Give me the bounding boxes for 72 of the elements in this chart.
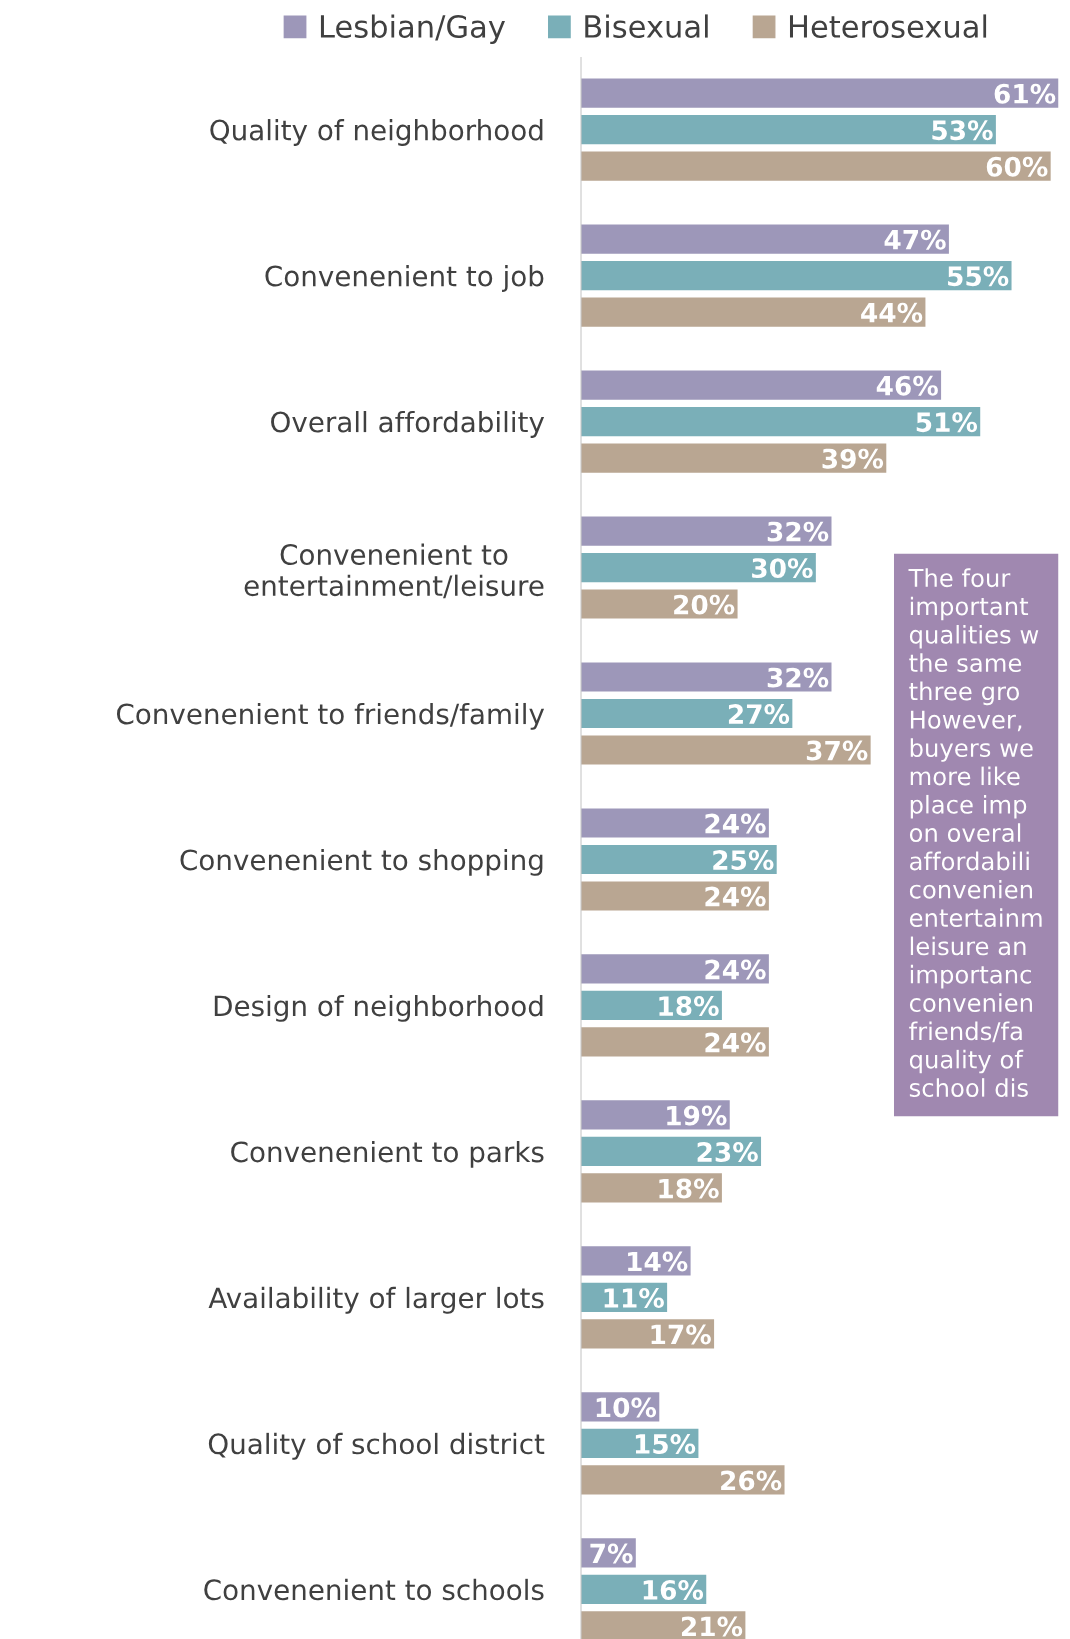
data-label: 46% (876, 375, 938, 396)
bar (581, 735, 871, 765)
data-label: 30% (752, 558, 813, 579)
data-label: 55% (948, 266, 1009, 287)
bar (581, 1611, 746, 1639)
data-label: 14% (628, 1251, 688, 1272)
data-label: 32% (767, 667, 829, 688)
data-label: 18% (659, 996, 719, 1017)
y-tick-label: Convenenient to entertainment/leisure (244, 543, 544, 599)
data-label: 51% (916, 412, 978, 433)
bar (581, 1465, 785, 1495)
bar (581, 406, 981, 437)
data-label: 20% (674, 594, 735, 615)
bar (581, 115, 996, 145)
data-label: 25% (713, 850, 774, 871)
legend-label: Lesbian/Gay (320, 14, 505, 44)
data-label: 17% (651, 1324, 711, 1345)
data-label: 24% (705, 813, 766, 834)
data-label: 27% (728, 704, 790, 725)
data-label: 61% (994, 83, 1056, 104)
y-tick-label: Quality of school district (208, 1432, 545, 1460)
bar (581, 552, 816, 583)
bar (581, 297, 926, 327)
data-label: 10% (596, 1397, 657, 1418)
y-tick-label: Overall affordability (271, 411, 545, 438)
bar (581, 1027, 769, 1057)
data-label: 16% (643, 1579, 704, 1600)
bar (581, 881, 769, 911)
bar (581, 1100, 730, 1130)
data-label: 32% (767, 521, 829, 542)
bar (581, 589, 738, 619)
y-tick-label: Convenenient to friends/family (116, 702, 545, 730)
bar (581, 78, 1059, 108)
bar (581, 224, 949, 254)
bar (581, 1319, 715, 1349)
legend-label: Bisexual (585, 14, 708, 39)
data-label: 39% (822, 448, 884, 469)
data-label: 37% (806, 740, 868, 761)
data-label: 24% (705, 959, 766, 980)
data-label: 24% (705, 886, 766, 907)
text: The four important qualities w the same three gro However, buyers we more like place imp on overal affordabili convenien entertainm leisure an importanc convenien friends/fa quality of school dis (908, 568, 1042, 1097)
data-label: 23% (697, 1142, 758, 1163)
bar (581, 151, 1051, 181)
data-label: 18% (659, 1178, 719, 1199)
data-label: 21% (681, 1616, 743, 1637)
bar (581, 260, 1012, 291)
y-tick-label: Convenenient to parks (231, 1140, 544, 1168)
data-label: 15% (635, 1434, 696, 1454)
data-label: 60% (986, 156, 1048, 177)
data-label: 24% (705, 1032, 766, 1053)
legend-label: Heterosexual (789, 14, 987, 39)
data-label: 11% (604, 1288, 664, 1308)
y-tick-label: Quality of neighborhood (210, 119, 543, 146)
bar (581, 698, 793, 729)
data-label: 44% (861, 302, 923, 323)
y-tick-label: Convenenient to shopping (180, 848, 543, 876)
bar (581, 844, 777, 875)
y-tick-label: Convenenient to job (265, 265, 544, 292)
bar (581, 516, 832, 546)
bar (581, 808, 769, 838)
bar (581, 443, 887, 473)
data-label: 26% (721, 1470, 782, 1491)
y-tick-label: Convenenient to schools (204, 1578, 544, 1601)
data-label: 53% (932, 120, 993, 141)
bar (581, 662, 832, 692)
bar (581, 954, 769, 984)
data-label: 47% (884, 229, 946, 250)
data-label: 7% (590, 1543, 633, 1564)
y-tick-label: Design of neighborhood (214, 994, 543, 1022)
bar (581, 370, 942, 400)
data-label: 19% (667, 1105, 727, 1126)
y-tick-label: Availability of larger lots (208, 1286, 544, 1314)
